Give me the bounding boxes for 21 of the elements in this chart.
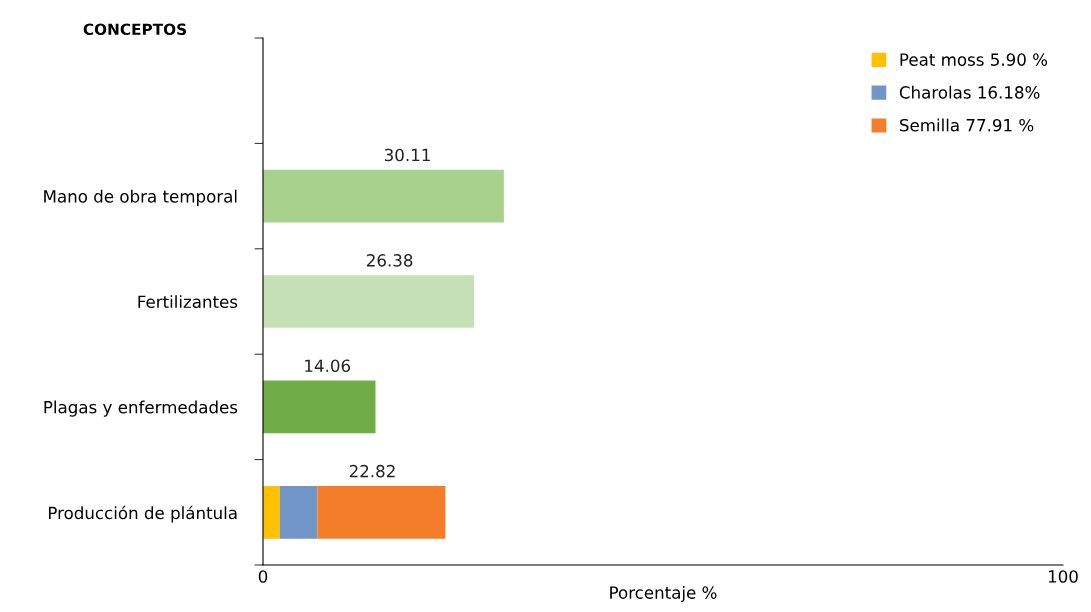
bar — [263, 380, 376, 434]
total-label: 26.38 — [366, 254, 413, 267]
y-tick-label: Fertilizantes — [138, 295, 238, 309]
bar — [263, 169, 504, 223]
y-tick-label: Mano de obra temporal — [44, 189, 237, 206]
y-tick-label: Producción de plántula — [48, 505, 237, 523]
x-tick-label: 0 — [258, 570, 268, 583]
legend-label: Semilla 77.91 % — [900, 118, 1034, 132]
total-label: 30.11 — [384, 148, 430, 162]
total-label: 14.06 — [305, 359, 351, 373]
y-axis-title: CONCEPTOS — [83, 23, 186, 36]
x-axis-title: Porcentaje % — [610, 585, 717, 603]
legend-label: Peat moss 5.90 % — [900, 53, 1048, 66]
bar — [279, 485, 318, 539]
bar — [263, 275, 475, 328]
total-label: 22.82 — [349, 464, 395, 478]
legend-label: Charolas 16.18% — [899, 85, 1040, 99]
x-tick-label: 100 — [1048, 570, 1078, 583]
y-tick-label: Plagas y enfermedades — [44, 400, 238, 417]
bar — [317, 485, 446, 539]
bar — [263, 485, 280, 539]
